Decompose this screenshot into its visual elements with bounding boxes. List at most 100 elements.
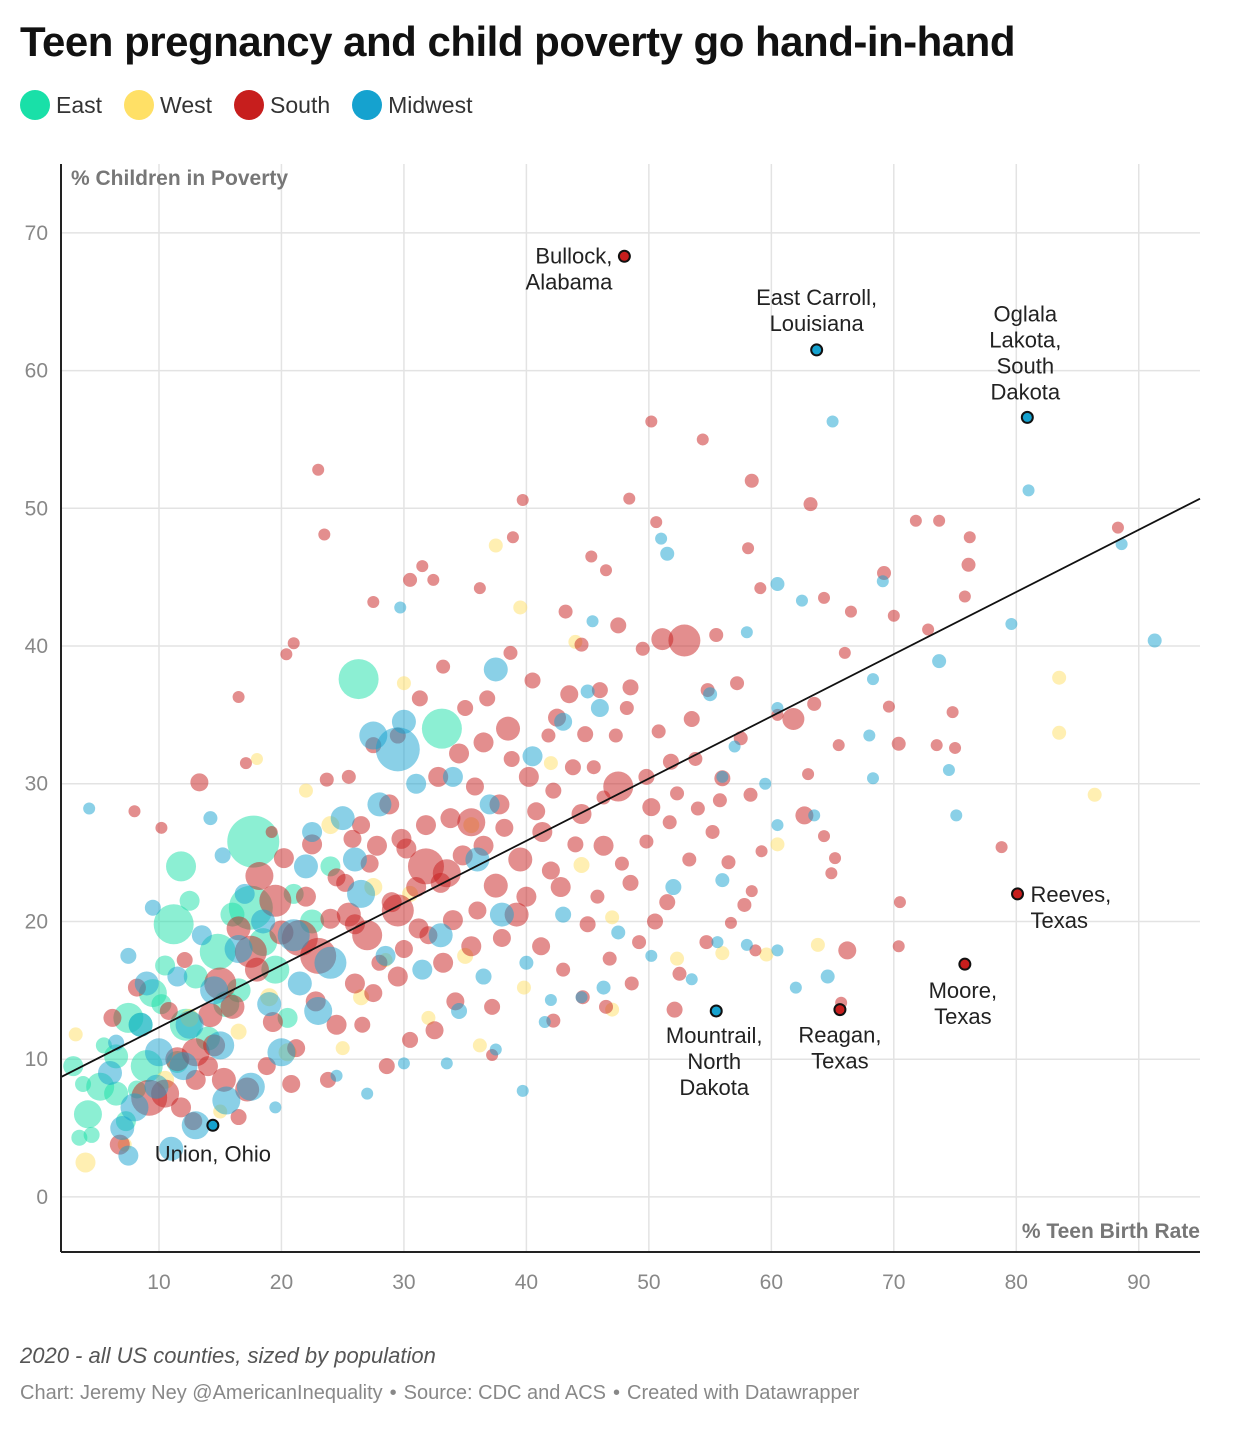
data-point-south — [650, 516, 663, 529]
data-point-south — [239, 757, 252, 770]
data-point-south — [427, 573, 440, 586]
x-tick-label: 50 — [637, 1271, 660, 1294]
data-point-midwest — [866, 673, 879, 686]
data-point-south — [591, 682, 608, 699]
data-point-east — [63, 1056, 84, 1077]
data-point-midwest — [516, 1084, 529, 1097]
highlighted-county-marker — [206, 1118, 220, 1132]
y-tick-label: 70 — [25, 222, 48, 245]
data-point-midwest — [128, 1012, 153, 1037]
data-point-south — [273, 848, 294, 869]
data-point-south — [473, 732, 494, 753]
data-point-west — [715, 946, 730, 961]
legend-swatch-east — [20, 90, 50, 120]
data-point-midwest — [544, 993, 557, 1006]
data-point-south — [577, 726, 594, 743]
data-point-south — [265, 825, 278, 838]
data-point-midwest — [575, 991, 588, 1004]
data-point-south — [516, 886, 537, 907]
data-point-west — [1052, 725, 1067, 740]
data-point-midwest — [483, 657, 508, 682]
data-point-south — [320, 908, 341, 929]
annotation-label: Texas — [811, 1049, 868, 1074]
data-point-midwest — [866, 772, 879, 785]
data-point-midwest — [808, 809, 821, 822]
data-point-midwest — [660, 546, 675, 561]
data-point-south — [749, 944, 762, 957]
data-point-south — [449, 743, 470, 764]
data-point-midwest — [394, 601, 407, 614]
data-point-south — [465, 777, 484, 796]
data-point-south — [838, 941, 857, 960]
data-point-south — [593, 835, 614, 856]
y-tick-label: 20 — [25, 910, 48, 933]
annotation-label: Bullock, — [535, 243, 612, 268]
data-point-south — [887, 609, 900, 622]
annotation-label: Texas — [1031, 908, 1088, 933]
data-point-south — [550, 877, 571, 898]
x-axis-title: % Teen Birth Rate — [1022, 1220, 1200, 1243]
data-point-midwest — [406, 773, 427, 794]
chart-legend: East West South Midwest — [20, 90, 494, 120]
data-point-south — [608, 728, 623, 743]
data-point-east — [83, 1126, 100, 1143]
legend-swatch-south — [234, 90, 265, 120]
data-point-south — [705, 824, 720, 839]
data-point-south — [682, 852, 697, 867]
data-point-south — [558, 604, 573, 619]
data-point-south — [721, 855, 736, 870]
data-point-midwest — [789, 981, 802, 994]
data-point-midwest — [287, 971, 312, 996]
data-point-midwest — [118, 1145, 139, 1166]
data-point-midwest — [110, 1116, 135, 1141]
data-point-midwest — [522, 746, 543, 767]
data-point-south — [245, 862, 274, 891]
data-point-midwest — [554, 712, 573, 731]
data-point-south — [230, 1109, 247, 1126]
data-point-south — [402, 1031, 419, 1048]
data-point-south — [922, 623, 935, 636]
scatter-chart: 10 20 30 40 50 60 70 80 90 0 10 20 30 40 50 60 70 % Child… — [25, 164, 1201, 1294]
data-point-midwest — [932, 654, 947, 669]
data-point-west — [1087, 787, 1102, 802]
data-point-south — [159, 1001, 178, 1020]
data-point-midwest — [214, 847, 231, 864]
data-point-south — [495, 818, 514, 837]
data-point-south — [352, 816, 371, 835]
data-point-east — [71, 1129, 88, 1146]
data-point-south — [364, 984, 383, 1003]
data-point-west — [68, 1027, 83, 1042]
highlighted-county-marker — [1020, 410, 1034, 424]
data-point-midwest — [330, 1069, 343, 1082]
data-point-midwest — [159, 1136, 184, 1161]
data-point-south — [403, 572, 418, 587]
legend-item-west: West — [124, 90, 212, 120]
data-point-south — [933, 514, 946, 527]
data-point-west — [298, 783, 313, 798]
legend-item-south: South — [234, 90, 330, 120]
data-point-west — [770, 837, 785, 852]
data-point-south — [354, 1016, 371, 1033]
data-point-south — [958, 590, 971, 603]
data-point-south — [600, 564, 613, 577]
data-point-south — [425, 1021, 444, 1040]
data-point-midwest — [645, 949, 658, 962]
data-point-south — [619, 701, 634, 715]
annotation-layer: Bullock,Alabama East Carroll,Louisiana Ogl… — [155, 243, 1111, 1166]
x-tick-label: 40 — [515, 1271, 538, 1294]
legend-swatch-midwest — [352, 90, 383, 120]
data-point-south — [262, 1012, 283, 1033]
data-point-midwest — [236, 1072, 265, 1101]
data-point-south — [832, 739, 845, 752]
data-point-south — [128, 805, 141, 818]
legend-label-east: East — [56, 91, 103, 118]
data-point-midwest — [120, 947, 137, 964]
data-point-west — [573, 857, 590, 874]
data-point-midwest — [1005, 617, 1018, 630]
data-point-midwest — [728, 740, 741, 753]
annotation-label: Oglala — [994, 301, 1058, 326]
data-point-midwest — [251, 909, 276, 934]
data-point-south — [532, 937, 551, 956]
data-point-south — [394, 940, 413, 959]
data-point-south — [579, 916, 596, 933]
